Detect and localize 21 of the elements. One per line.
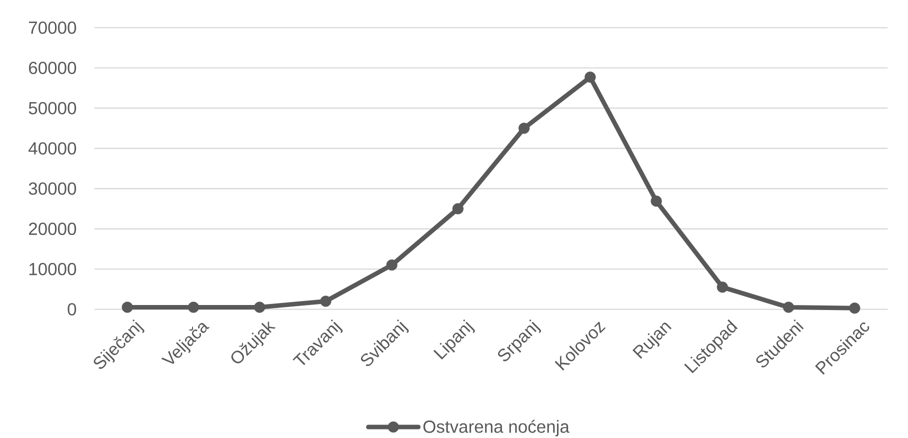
point [716, 282, 728, 293]
point [650, 196, 662, 207]
y-tick-label: 0 [68, 303, 76, 316]
y-tick-label: 10000 [29, 262, 76, 276]
point [452, 203, 464, 214]
point [122, 302, 133, 313]
point [782, 302, 794, 313]
y-tick-label: 60000 [29, 62, 76, 74]
y-tick-label: 50000 [28, 102, 76, 114]
point [254, 302, 266, 313]
point [518, 122, 530, 134]
point [320, 296, 332, 307]
point [188, 302, 200, 313]
point [386, 259, 398, 271]
point [849, 302, 860, 314]
legend-label: Ostvarena noćenja [423, 420, 570, 436]
y-tick-label: 40000 [28, 142, 76, 155]
point [584, 72, 596, 83]
y-tick-label: 30000 [28, 182, 76, 195]
y-tick-label: 70000 [29, 22, 76, 34]
y-tick-label: 20000 [28, 222, 76, 236]
